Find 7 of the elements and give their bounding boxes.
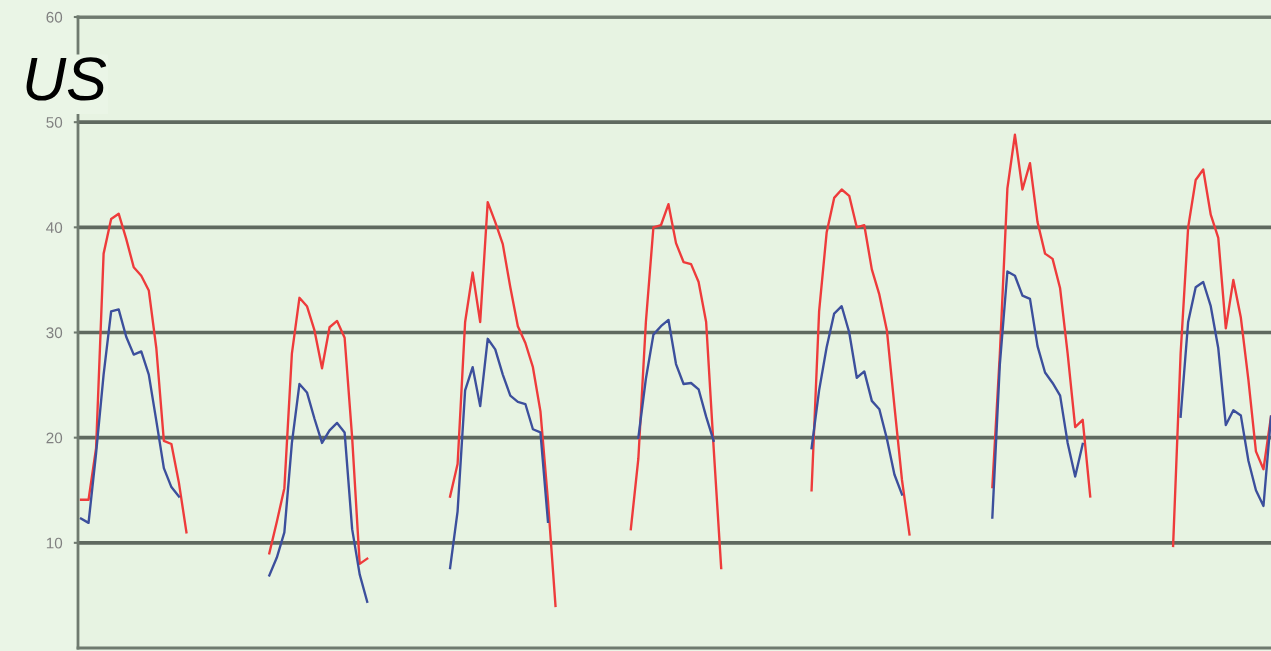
y-tick-label: 50 bbox=[46, 117, 63, 128]
y-tick-label: 60 bbox=[46, 11, 63, 23]
y-tick-label: 30 bbox=[46, 327, 63, 339]
y-tick-label: 10 bbox=[46, 537, 63, 549]
y-tick-label: 40 bbox=[46, 222, 63, 234]
y-tick-label: 20 bbox=[46, 432, 63, 444]
annotation: US bbox=[26, 57, 107, 101]
